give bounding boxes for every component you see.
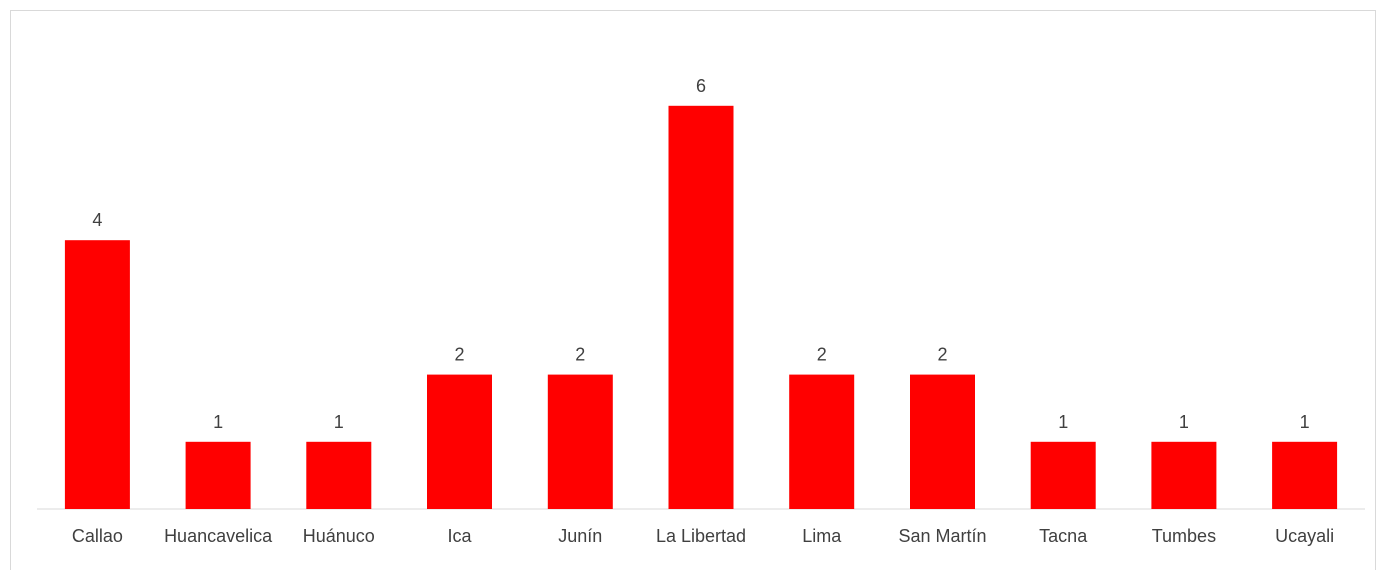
data-label: 2 bbox=[575, 345, 585, 365]
bar-san-martín bbox=[910, 375, 975, 509]
bar-junín bbox=[548, 375, 613, 509]
bar-huánuco bbox=[306, 442, 371, 509]
bar-tacna bbox=[1031, 442, 1096, 509]
x-tick-labels-group: Callao Huancavelica Huánuco Ica Junín La Libe… bbox=[72, 526, 1334, 546]
bar-tumbes bbox=[1151, 442, 1216, 509]
bar-huancavelica bbox=[186, 442, 251, 509]
bar-callao bbox=[65, 240, 130, 509]
bar-ica bbox=[427, 375, 492, 509]
x-tick-label: Huancavelica bbox=[164, 526, 273, 546]
x-tick-label: Callao bbox=[72, 526, 123, 546]
data-label: 1 bbox=[1058, 412, 1068, 432]
data-label: 4 bbox=[92, 210, 102, 230]
data-label: 1 bbox=[334, 412, 344, 432]
x-tick-label: Lima bbox=[802, 526, 842, 546]
data-label: 1 bbox=[213, 412, 223, 432]
bar-lima bbox=[789, 375, 854, 509]
bar-la-libertad bbox=[669, 106, 734, 509]
x-tick-label: Tumbes bbox=[1152, 526, 1216, 546]
data-label: 2 bbox=[817, 345, 827, 365]
data-label: 1 bbox=[1179, 412, 1189, 432]
bars-group bbox=[65, 106, 1337, 509]
data-label: 2 bbox=[454, 345, 464, 365]
data-label: 6 bbox=[696, 76, 706, 96]
x-tick-label: Ucayali bbox=[1275, 526, 1334, 546]
x-tick-label: Tacna bbox=[1039, 526, 1088, 546]
x-tick-label: Junín bbox=[558, 526, 602, 546]
data-label: 2 bbox=[937, 345, 947, 365]
data-label: 1 bbox=[1300, 412, 1310, 432]
bar-ucayali bbox=[1272, 442, 1337, 509]
x-tick-label: Ica bbox=[447, 526, 472, 546]
x-tick-label: San Martín bbox=[898, 526, 986, 546]
x-tick-label: Huánuco bbox=[303, 526, 375, 546]
x-tick-label: La Libertad bbox=[656, 526, 746, 546]
